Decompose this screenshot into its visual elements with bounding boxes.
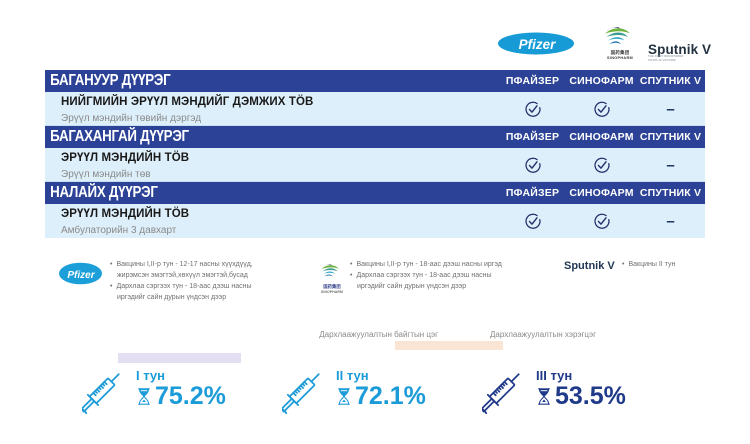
svg-text:Pfizer: Pfizer [67,270,95,281]
svg-text:Pfizer: Pfizer [519,37,557,52]
